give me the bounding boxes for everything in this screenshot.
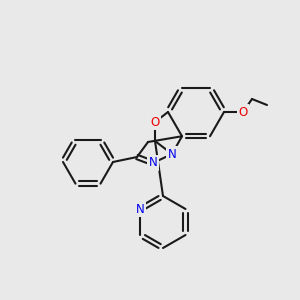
Text: O: O xyxy=(150,116,160,128)
Text: N: N xyxy=(136,202,145,215)
Text: O: O xyxy=(238,106,247,118)
Text: O: O xyxy=(238,106,247,118)
Text: N: N xyxy=(168,148,176,160)
Text: N: N xyxy=(148,157,158,169)
